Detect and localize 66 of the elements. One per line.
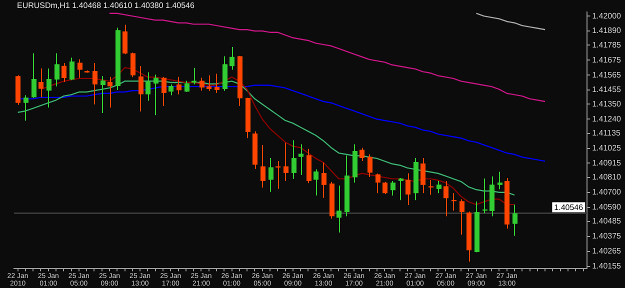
y-tick-label: 1.41135 — [592, 128, 621, 138]
candlestick — [54, 52, 60, 87]
candlestick — [214, 73, 220, 94]
candlestick — [24, 94, 28, 122]
candlestick — [38, 68, 44, 98]
candlestick — [70, 57, 74, 81]
candlestick — [292, 140, 296, 180]
candlestick — [78, 58, 82, 78]
candlestick — [268, 158, 274, 192]
candlestick — [360, 147, 364, 162]
candlestick — [382, 181, 388, 195]
ref-line-label: 1.40546 — [554, 202, 584, 212]
candlestick — [452, 192, 456, 212]
candlestick — [138, 66, 144, 112]
y-tick-label: 1.41890 — [592, 26, 622, 36]
candlestick — [146, 72, 150, 102]
candlestick — [230, 46, 234, 70]
candlestick — [460, 198, 464, 236]
y-tick-label: 1.40915 — [592, 158, 622, 168]
y-tick-label: 1.40375 — [592, 232, 622, 241]
candlestick — [100, 76, 106, 114]
candlestick — [32, 52, 36, 98]
y-tick-label: 1.41350 — [592, 99, 622, 108]
chart-title: EURUSDm,H1 1.40468 1.40610 1.40380 1.40546 — [17, 1, 196, 10]
y-tick-label: 1.41565 — [592, 70, 622, 80]
y-tick-label: 1.40485 — [592, 216, 622, 226]
candlestick — [322, 162, 326, 198]
candlestick — [406, 172, 410, 206]
candlestick — [92, 62, 98, 105]
y-tick-label: 1.41785 — [592, 40, 622, 50]
candlestick — [376, 173, 380, 194]
y-tick-label: 1.41675 — [592, 55, 622, 64]
y-tick-label: 1.41455 — [592, 85, 622, 94]
candlestick — [108, 76, 112, 108]
candlestick — [260, 144, 266, 188]
candlestick — [62, 62, 66, 82]
candlestick — [368, 154, 372, 178]
candlestick — [444, 180, 448, 217]
candlestick — [200, 77, 204, 92]
candlestick — [512, 204, 518, 236]
candlestick — [154, 74, 158, 116]
y-tick-label: 1.40700 — [592, 188, 622, 197]
candlestick — [206, 74, 212, 92]
candlestick — [336, 185, 342, 233]
candlestick — [168, 84, 174, 96]
candlestick — [498, 171, 502, 190]
y-tick-label: 1.41025 — [592, 143, 622, 152]
candlestick — [436, 180, 442, 194]
candlestick — [420, 158, 426, 194]
candlestick — [130, 52, 136, 78]
candlestick — [390, 180, 396, 196]
candlestick — [162, 76, 166, 106]
y-tick-label: 1.41240 — [592, 114, 622, 124]
y-tick-label: 1.40590 — [592, 202, 622, 212]
candlestick — [298, 144, 304, 176]
candlestick — [398, 177, 404, 201]
y-tick-label: 1.42000 — [592, 11, 622, 20]
candlestick — [314, 168, 318, 196]
y-tick-label: 1.40155 — [592, 261, 622, 270]
candlestick — [176, 76, 182, 95]
candlestick — [184, 80, 190, 92]
candlestick — [46, 68, 52, 108]
candlestick — [284, 142, 288, 182]
candlestick — [122, 24, 128, 55]
y-tick-label: 1.40810 — [592, 172, 622, 182]
y-tick-label: 1.40265 — [592, 246, 622, 256]
